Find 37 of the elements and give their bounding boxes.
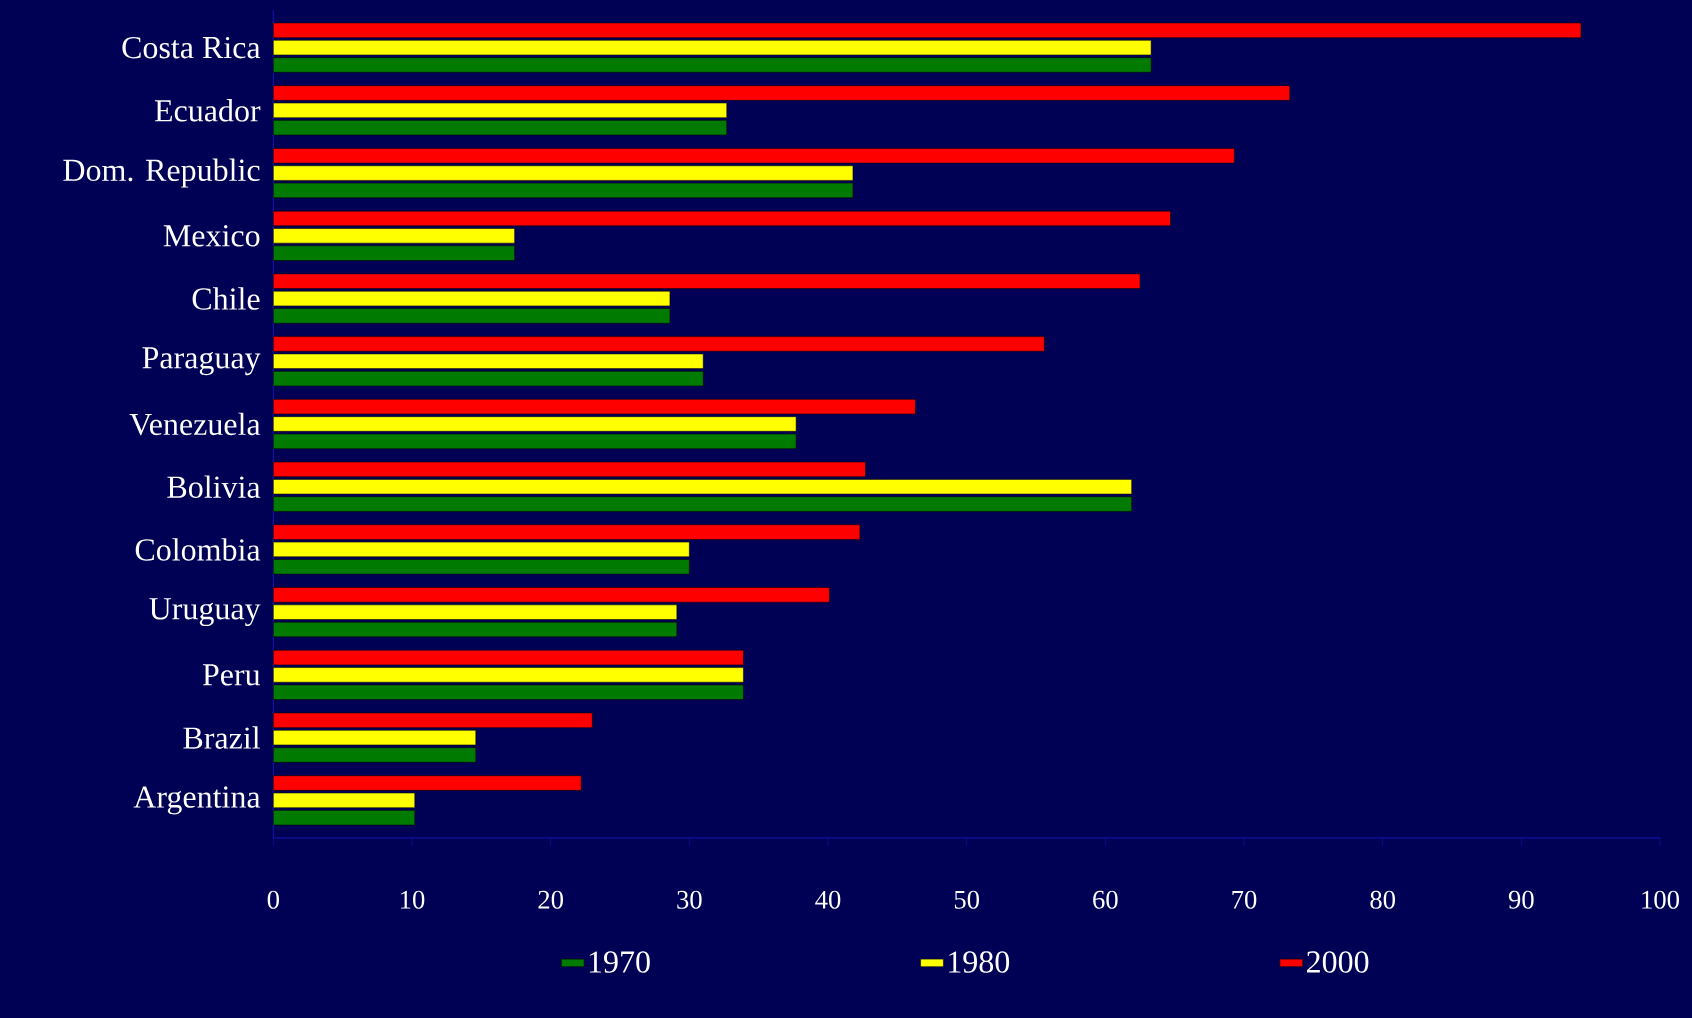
bar [273,371,704,387]
bar [273,461,866,477]
y-tick-label: Chile [192,287,260,310]
bar [273,621,678,638]
y-tick-label: Venezuela [129,412,261,436]
y-tick-label: Argentina [133,786,261,815]
y-tick-label: Dom. Republic [63,158,260,188]
bar [273,559,690,575]
x-tick-label: 50 [954,890,979,909]
bar [273,712,593,728]
x-tick-label: 100 [1642,890,1679,909]
y-tick-label: Mexico [163,225,260,247]
y-tick-label: Costa Rica [122,36,261,59]
y-tick-label: Uruguay [149,598,261,627]
legend-label: 1970 [589,951,650,973]
x-tick-label: 60 [1093,890,1118,909]
bar [273,120,728,136]
x-tick-label: 70 [1232,890,1257,909]
x-tick-label: 20 [538,890,563,909]
bar [273,810,416,826]
y-tick-label: Bolivia [167,475,261,498]
y-tick-label: Peru [202,664,261,686]
x-tick-label: 30 [677,890,702,909]
legend-label: 1980 [949,951,1010,973]
x-tick-label: 80 [1370,890,1395,909]
x-tick-label: 40 [815,890,841,909]
y-tick-label: Ecuador [154,99,261,122]
bar [273,273,1141,289]
bar [273,22,1582,38]
legend-label: 2000 [1307,951,1369,973]
x-tick-label: 0 [267,890,279,909]
y-tick-label: Paraguay [142,347,261,376]
y-tick-label: Colombia [135,538,261,561]
y-tick-label: Brazil [183,726,260,749]
bar [273,210,1171,227]
x-tick-label: 10 [401,890,425,909]
x-tick-label: 90 [1508,890,1534,909]
